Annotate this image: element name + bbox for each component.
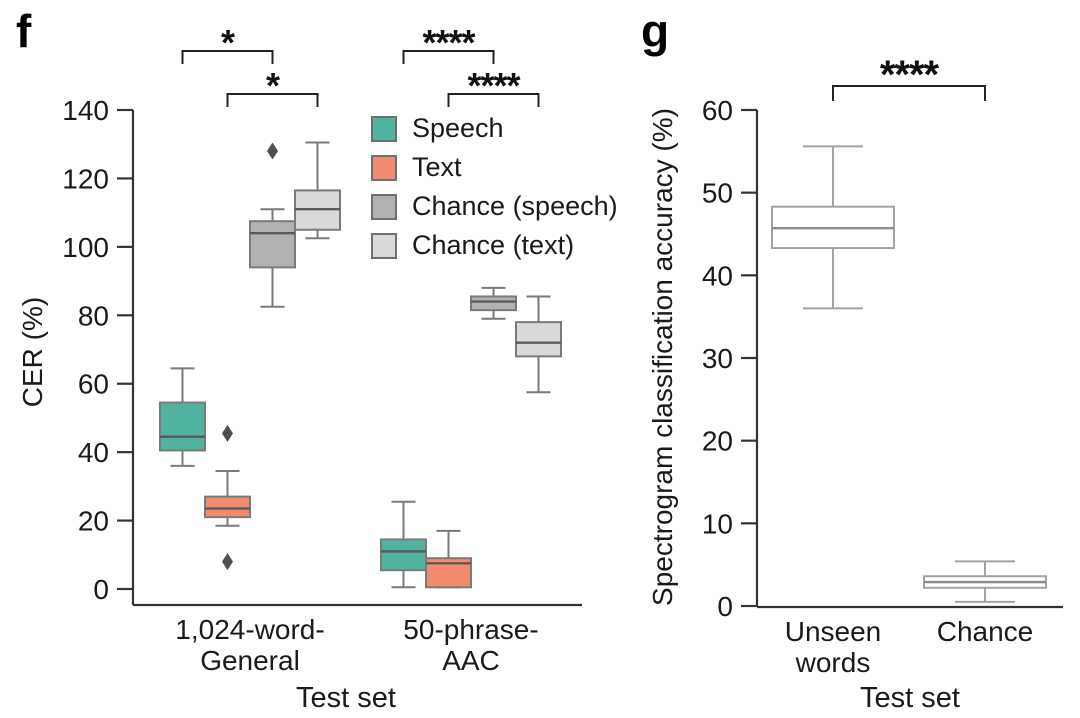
outlier-diamond-icon — [222, 553, 233, 571]
f-significance-stars: **** — [467, 65, 520, 106]
legend-label: Chance (text) — [412, 230, 575, 260]
f-box-chance-text-1-024-word-general — [294, 141, 341, 240]
iqr-box — [159, 401, 206, 452]
f-significance-stars: **** — [422, 22, 475, 63]
iqr-box — [204, 495, 251, 519]
bracket-line — [832, 85, 986, 101]
f-y-tick-label: 80 — [78, 300, 109, 331]
legend-swatch-speech — [371, 115, 397, 142]
bracket-line — [402, 50, 495, 64]
g-x-axis-title: Test set — [860, 682, 960, 714]
f-x-axis-title: Test set — [296, 682, 396, 714]
g-x-category-label: Unseen words — [785, 616, 882, 678]
g-significance-stars: **** — [880, 53, 940, 97]
legend-swatch-text — [371, 154, 397, 181]
iqr-box — [470, 295, 517, 312]
outlier-diamond-icon — [267, 142, 278, 160]
f-significance-bracket: **** — [447, 65, 540, 107]
f-y-tick-label: 60 — [78, 369, 109, 400]
g-box-series-chance — [923, 560, 1047, 603]
outlier-diamond-icon — [222, 424, 233, 442]
panel-f-letter: f — [16, 5, 32, 57]
legend-item-speech: Speech — [371, 109, 618, 148]
iqr-box — [249, 220, 296, 269]
g-y-tick-label: 30 — [702, 343, 733, 374]
f-y-tick-label: 120 — [62, 163, 109, 194]
f-y-tick-label: 20 — [78, 506, 109, 537]
f-y-axis-title: CER (%) — [17, 296, 48, 408]
legend-label: Chance (speech) — [412, 191, 618, 221]
f-box-text-50-phrase-aac — [425, 529, 472, 589]
legend-swatch-chance-text — [371, 232, 397, 259]
bracket-line — [447, 93, 540, 107]
g-y-axis-title: Spectrogram classification accuracy (%) — [647, 108, 678, 606]
g-y-tick-label: 10 — [702, 508, 733, 539]
f-significance-bracket: * — [226, 65, 319, 107]
g-box-series-unseen-words — [771, 145, 895, 310]
bracket-line — [226, 93, 319, 107]
f-y-tick-label: 0 — [93, 574, 109, 605]
f-significance-stars: * — [266, 65, 280, 106]
legend-item-chance-speech: Chance (speech) — [371, 187, 618, 226]
f-y-tick-label: 140 — [62, 95, 109, 126]
g-y-tick-label: 0 — [717, 591, 733, 622]
f-x-category-label: 50-phrase-AAC — [403, 614, 538, 676]
f-box-chance-speech-50-phrase-aac — [470, 286, 517, 320]
f-box-speech-50-phrase-aac — [380, 500, 427, 589]
g-significance-bracket: **** — [832, 53, 986, 101]
g-y-tick-label: 20 — [702, 426, 733, 457]
legend: Speech Text Chance (speech) Chance (text) — [371, 109, 618, 265]
f-box-chance-text-50-phrase-aac — [515, 295, 562, 394]
g-y-tick-label: 60 — [702, 95, 733, 126]
legend-item-text: Text — [371, 148, 618, 187]
f-significance-stars: * — [221, 22, 235, 63]
legend-swatch-chance-speech — [371, 193, 397, 220]
f-y-tick-label: 100 — [62, 232, 109, 263]
legend-label: Text — [412, 152, 462, 182]
f-y-tick-label: 40 — [78, 437, 109, 468]
g-y-tick-label: 50 — [702, 178, 733, 209]
legend-label: Speech — [412, 113, 504, 143]
f-box-chance-speech-1-024-word-general — [249, 142, 296, 308]
g-x-category-label: Chance — [937, 616, 1034, 647]
iqr-box — [380, 538, 427, 572]
f-x-category-label: 1,024-word-General — [175, 614, 324, 676]
bracket-line — [181, 50, 274, 64]
iqr-box — [515, 321, 562, 358]
g-y-tick-label: 40 — [702, 260, 733, 291]
f-box-speech-1-024-word-general — [159, 367, 206, 467]
panel-g-letter: g — [641, 5, 670, 57]
f-box-text-1-024-word-general — [204, 424, 251, 571]
legend-item-chance-text: Chance (text) — [371, 226, 618, 265]
f-significance-bracket: **** — [402, 22, 495, 64]
f-significance-bracket: * — [181, 22, 274, 64]
